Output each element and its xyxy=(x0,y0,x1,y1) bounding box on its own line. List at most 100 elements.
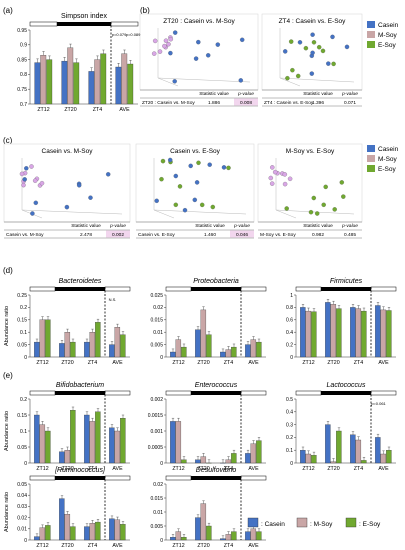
bar-casein xyxy=(170,351,176,358)
legend-bottom-label-casein: : Casein xyxy=(261,521,285,528)
bar-esoy xyxy=(386,310,392,358)
chart-title: [Ruminococcus] xyxy=(54,467,106,474)
bar-msoy xyxy=(305,453,312,464)
pcoa-point xyxy=(314,211,320,216)
pcoa-axis xyxy=(153,209,247,215)
stat-header: Statistic value xyxy=(303,91,333,97)
x-tick-label: ZT4 xyxy=(93,107,102,113)
pcoa-point xyxy=(310,32,315,37)
x-tick-label: ZT4 xyxy=(88,543,97,549)
pcoa-point xyxy=(167,157,173,163)
light-period-bar xyxy=(165,475,192,481)
pvalue: 0.008 xyxy=(240,100,252,106)
bar-casein xyxy=(195,459,201,464)
pcoa-point xyxy=(163,38,169,43)
bar-casein xyxy=(84,526,90,541)
pcoa-point xyxy=(332,207,337,212)
x-tick-label: AVE xyxy=(378,466,389,472)
pcoa-point xyxy=(172,30,178,35)
light-period-bar xyxy=(29,21,58,27)
bar-msoy xyxy=(355,308,362,358)
light-period-bar xyxy=(165,286,192,292)
legend-c-label-esoy: E-Soy xyxy=(378,166,396,173)
bar-esoy xyxy=(45,319,51,358)
pcoa-point xyxy=(21,182,26,188)
pcoa-point xyxy=(282,172,288,177)
pcoa-point xyxy=(295,73,301,79)
pcoa-point xyxy=(310,50,315,56)
light-period-bar xyxy=(240,475,267,481)
y-tick-label: 0.4 xyxy=(286,330,293,336)
pcoa-point xyxy=(64,204,70,210)
bar-casein xyxy=(195,329,201,358)
x-tick-label: ZT12 xyxy=(302,360,314,366)
bar-casein xyxy=(34,536,40,541)
y-tick-label: 0.002 xyxy=(150,397,163,403)
pcoa-point xyxy=(193,56,199,61)
bar-esoy xyxy=(95,521,101,541)
chart-title: Bifidobacterium xyxy=(56,382,104,389)
x-tick-label: ZT12 xyxy=(36,466,48,472)
pcoa-point xyxy=(339,180,345,185)
stat-row-label: ZT20 : Casein vs. M-Soy xyxy=(142,100,195,106)
pcoa-point xyxy=(168,50,173,56)
y-tick-label: 0.0005 xyxy=(148,445,164,451)
pcoa-point xyxy=(287,176,293,182)
legend-bottom-label-esoy: : E-Soy xyxy=(359,521,381,528)
legend-swatch-esoy xyxy=(367,41,375,48)
legend-c-swatch-esoy xyxy=(367,165,375,172)
pcoa-axis xyxy=(157,77,251,83)
bar-esoy xyxy=(336,308,342,358)
panel-letter-e: (e) xyxy=(3,371,13,380)
pcoa-point xyxy=(297,40,303,45)
y-tick-label: 0.02 xyxy=(153,305,163,311)
bar-chart-4: Firmicutes 0 0.2 0.4 0.6 0.8 1 ZT12 ZT20 ZT4 AVE xyxy=(286,278,397,366)
y-tick-label: 0.005 xyxy=(150,342,163,348)
bar-esoy xyxy=(361,310,367,358)
bar-msoy xyxy=(175,421,182,464)
y-tick-label: 0.15 xyxy=(17,318,27,324)
bar-casein xyxy=(325,424,331,464)
pcoa-point xyxy=(285,75,290,81)
y-tick-label: 0 xyxy=(160,461,163,467)
pcoa-point xyxy=(177,184,183,189)
bar-msoy xyxy=(330,461,337,464)
y-tick-label: 0.1 xyxy=(20,330,27,336)
pcoa-point xyxy=(30,211,35,216)
pcoa-axis xyxy=(279,77,355,83)
bar-esoy xyxy=(206,334,212,358)
bar-chart-8: [Ruminococcus] 0 0.01 0.02 0.03 0.04 0.05 Abund… xyxy=(4,467,131,549)
bar-msoy xyxy=(225,349,232,358)
bar-casein xyxy=(109,518,115,541)
y-tick-label: 0.7 xyxy=(20,102,27,108)
x-tick-label: ZT4 xyxy=(354,466,363,472)
x-tick-label: ZT12 xyxy=(36,543,48,549)
dark-period-bar xyxy=(55,391,105,395)
pcoa-point xyxy=(323,184,328,190)
y-tick-label: 1 xyxy=(290,293,293,299)
legend-c-label-casein: Casein xyxy=(378,146,399,153)
bar-esoy xyxy=(100,53,107,105)
bar-msoy xyxy=(67,47,74,105)
bar-casein xyxy=(34,341,40,358)
y-tick-label: 0.95 xyxy=(17,28,27,34)
pcoa-point xyxy=(205,53,211,58)
stat-header: Statistic value xyxy=(71,223,101,229)
x-tick-label: ZT12 xyxy=(36,360,48,366)
bar-msoy xyxy=(39,424,46,464)
pcoa-point xyxy=(152,38,158,44)
bar-msoy xyxy=(330,304,337,358)
pcoa-point xyxy=(32,178,38,183)
bar-esoy xyxy=(386,450,392,464)
y-tick-label: 0.2 xyxy=(286,435,293,441)
bar-casein xyxy=(220,538,226,541)
legend-bottom-label-msoy: : M-Soy xyxy=(310,521,333,528)
pcoa-point xyxy=(173,202,179,208)
legend-top-b: Casein M-Soy E-Soy xyxy=(367,21,399,49)
y-tick-label: 0.15 xyxy=(17,413,27,419)
x-tick-label: AVE xyxy=(248,543,259,549)
pcoa-axis xyxy=(279,77,301,87)
pcoa-plot-1: ZT20 : Casein vs. M-Soy Statistic value p-… xyxy=(139,13,259,107)
pcoa-point xyxy=(166,41,171,47)
